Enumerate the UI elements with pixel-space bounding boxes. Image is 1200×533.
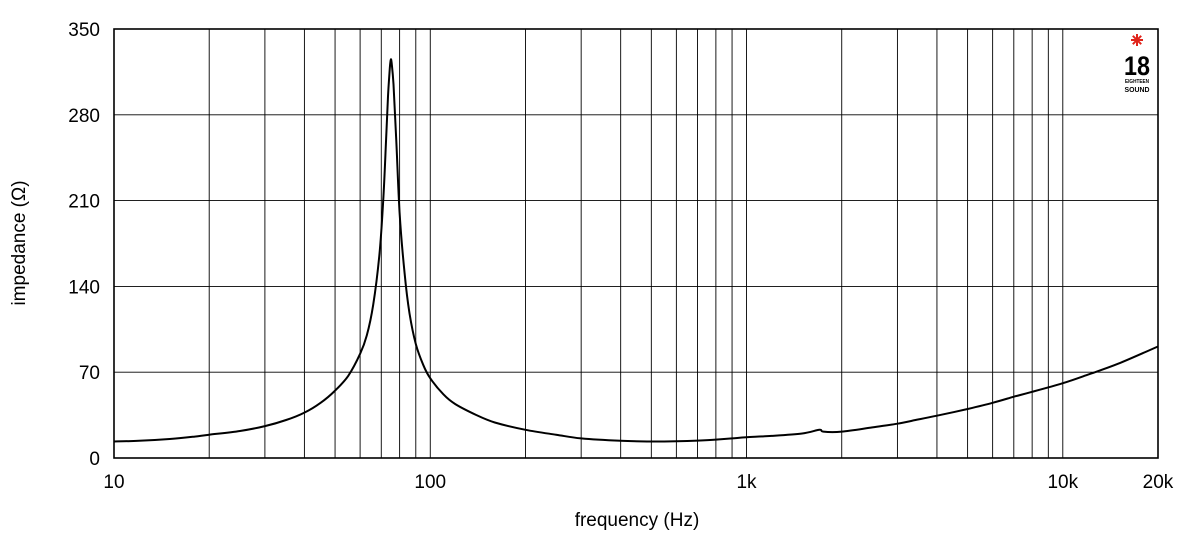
y-axis-title: impedance (Ω) — [9, 180, 30, 305]
y-tick-label: 0 — [89, 449, 100, 470]
logo-line2: SOUND — [1125, 85, 1151, 94]
logo-line1: EIGHTEEN — [1125, 79, 1149, 85]
x-tick-labels: 10 100 1k 10k 20k — [103, 472, 1173, 493]
x-tick-label: 10 — [103, 472, 124, 493]
y-tick-label: 280 — [68, 106, 100, 127]
logo-number: 18 — [1124, 51, 1150, 81]
curve-layer — [113, 58, 1159, 443]
y-tick-label: 210 — [68, 192, 100, 213]
y-tick-label: 70 — [79, 363, 100, 384]
x-tick-label: 10k — [1047, 472, 1078, 493]
plot-frame — [113, 28, 1159, 459]
impedance-curve — [113, 58, 1159, 443]
x-tick-label: 100 — [414, 472, 446, 493]
brand-logo: 18 EIGHTEEN SOUND — [1124, 34, 1150, 94]
y-tick-label: 140 — [68, 277, 100, 298]
y-tick-labels: 0 70 140 210 280 350 — [68, 20, 100, 470]
x-tick-label: 20k — [1143, 472, 1174, 493]
x-axis-title: frequency (Hz) — [575, 510, 700, 531]
x-tick-label: 1k — [736, 472, 757, 493]
grid — [114, 29, 1158, 458]
y-tick-label: 350 — [68, 20, 100, 41]
star-icon — [1131, 34, 1143, 46]
